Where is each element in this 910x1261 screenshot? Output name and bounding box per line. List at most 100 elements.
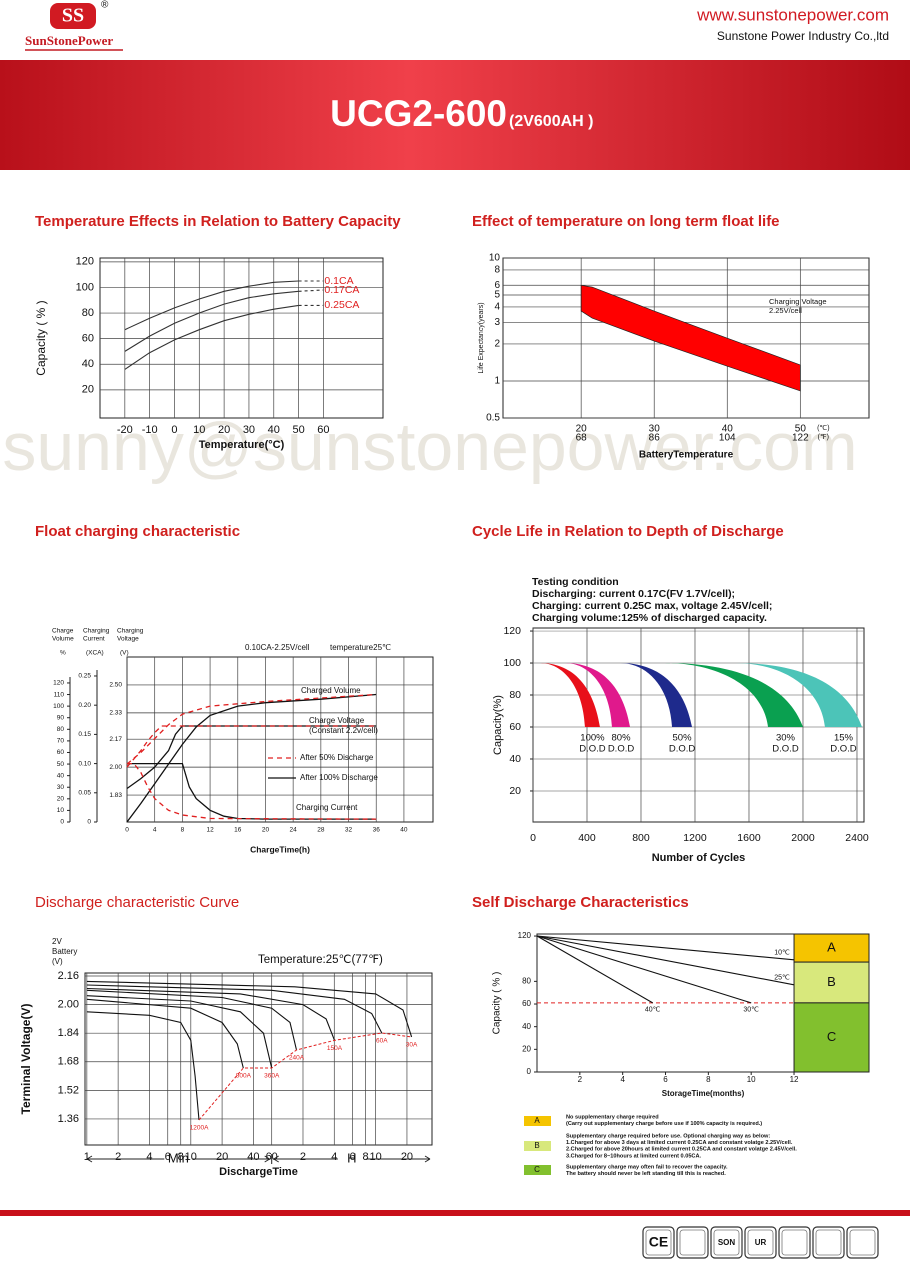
url: www.sunstonepower.com bbox=[696, 5, 889, 24]
chart-note: Discharging: current 0.17C(FV 1.7V/cell)… bbox=[532, 588, 735, 600]
y-heading: Current bbox=[83, 636, 105, 643]
series-line bbox=[86, 1011, 200, 1121]
y-tick-label: 10 bbox=[489, 253, 501, 264]
x-tick-label: 10 bbox=[185, 1151, 197, 1163]
chart-note: Charging volume:125% of discharged capac… bbox=[532, 612, 767, 624]
cert-icon-inner bbox=[645, 1229, 672, 1256]
series-label: 30℃ bbox=[743, 1007, 759, 1014]
series-label-dod: D.O.D bbox=[608, 744, 635, 755]
y-tick-label: 2.33 bbox=[109, 710, 122, 717]
y-tick-label: 40 bbox=[82, 358, 94, 370]
x-tick-label-f: 122 bbox=[792, 433, 809, 444]
series-line bbox=[86, 987, 336, 1041]
rule bbox=[273, 1158, 279, 1163]
cert-icon bbox=[642, 1226, 675, 1259]
y-tick-label: 2 bbox=[494, 339, 500, 350]
y-tick-label: 0 bbox=[527, 1067, 532, 1076]
cert-label: CE bbox=[649, 1234, 668, 1250]
chart-note: Charging Voltage bbox=[769, 297, 827, 306]
x-tick-label: 20 bbox=[401, 1151, 413, 1163]
cert-icon bbox=[676, 1226, 709, 1259]
y-tick-label: 1.68 bbox=[58, 1056, 79, 1068]
chart-title: Discharge characteristic Curve bbox=[35, 894, 239, 911]
x-tick-label: 10 bbox=[193, 424, 205, 436]
chart-title: Float charging characteristic bbox=[35, 523, 240, 540]
x-tick-label: 4 bbox=[146, 1151, 152, 1163]
y-tick-label: 110 bbox=[54, 691, 65, 698]
x-tick-label: 800 bbox=[632, 832, 650, 844]
chart-title: Self Discharge Characteristics bbox=[472, 894, 689, 911]
x-tick-label: 4 bbox=[620, 1075, 625, 1084]
chart-note: Temperature:25℃(77℉) bbox=[258, 954, 383, 966]
rule bbox=[86, 1158, 93, 1163]
registered: ® bbox=[101, 0, 109, 11]
y-axis-label: Capacity ( % ) bbox=[492, 972, 503, 1035]
y-heading: Voltage bbox=[117, 636, 139, 643]
y-unit: (V) bbox=[120, 650, 129, 657]
x-axis-label: Number of Cycles bbox=[652, 852, 746, 864]
x-axis-label: StorageTime(months) bbox=[662, 1089, 745, 1098]
key-swatch bbox=[524, 1165, 551, 1175]
key-text: Supplementary charge may often fail to r… bbox=[566, 1164, 728, 1170]
series-label: 60A bbox=[376, 1038, 388, 1045]
x-tick-label: 20 bbox=[262, 827, 270, 834]
y-tick-label: 40 bbox=[57, 772, 65, 779]
y-tick-label: 30 bbox=[57, 784, 65, 791]
cert-icon bbox=[846, 1226, 879, 1259]
cert-icon-inner bbox=[815, 1229, 842, 1256]
series-line bbox=[536, 935, 653, 1004]
series-line bbox=[127, 762, 377, 820]
series-label: 50% bbox=[673, 733, 693, 744]
chart-note: Charging: current 0.25C max, voltage 2.4… bbox=[532, 600, 772, 612]
y-tick-label: 1.84 bbox=[58, 1027, 79, 1039]
watermark: sunny@sunstonepower.com bbox=[2, 409, 857, 485]
x-tick-label: 6 bbox=[350, 1151, 356, 1163]
key-text: The battery should never be left standin… bbox=[566, 1171, 726, 1177]
series-line bbox=[536, 935, 752, 1004]
y-tick-label: 100 bbox=[53, 703, 64, 710]
y-heading: Charging bbox=[83, 628, 110, 635]
x-tick-label: 12 bbox=[790, 1075, 799, 1084]
key-text: Supplementary charge required before use… bbox=[566, 1133, 770, 1139]
y-unit: % bbox=[60, 650, 66, 657]
y-tick-label: 80 bbox=[82, 307, 94, 319]
series-label: 10℃ bbox=[774, 950, 790, 957]
series-label: 25℃ bbox=[774, 975, 790, 982]
y-tick-label: 0.05 bbox=[78, 790, 91, 797]
key-swatch bbox=[524, 1116, 551, 1126]
x-tick-label: 32 bbox=[345, 827, 353, 834]
dod-band bbox=[564, 663, 631, 727]
series-label: 0.17CA bbox=[324, 284, 359, 296]
chart-note: (Constant 2.2v/cell) bbox=[309, 726, 378, 735]
y-tick-label: 0.15 bbox=[78, 731, 91, 738]
x-axis-label: DischargeTime bbox=[219, 1166, 298, 1178]
y-tick-label: 2.50 bbox=[109, 682, 122, 689]
x-tick-label: 6 bbox=[663, 1075, 668, 1084]
y-tick-label: 6 bbox=[494, 280, 500, 291]
series-label: 100% bbox=[580, 733, 605, 744]
cert-icon-inner bbox=[713, 1229, 740, 1256]
series-label: 15% bbox=[834, 733, 854, 744]
y-tick-label: 100 bbox=[76, 281, 94, 293]
footer-rule bbox=[0, 1210, 910, 1216]
series-line bbox=[536, 935, 795, 961]
banner bbox=[0, 60, 910, 170]
y-tick-label: 60 bbox=[509, 721, 521, 733]
chart-note: 0.10CA-2.25V/cell bbox=[245, 643, 310, 652]
series-label-dod: D.O.D bbox=[579, 744, 606, 755]
series-label-dod: D.O.D bbox=[830, 744, 857, 755]
y-heading: (V) bbox=[52, 957, 63, 966]
series-label: 40℃ bbox=[645, 1007, 661, 1014]
cert-icon-inner bbox=[781, 1229, 808, 1256]
rule bbox=[273, 1155, 279, 1160]
header: SS ® SunStonePower www.sunstonepower.com… bbox=[25, 0, 889, 51]
key-text: 3.Charged for 8~10hours at limited curre… bbox=[566, 1153, 702, 1159]
plot-frame bbox=[532, 627, 865, 823]
y-tick-label: 60 bbox=[57, 749, 65, 756]
y-tick-label: 2.16 bbox=[58, 970, 79, 982]
life-band bbox=[580, 284, 801, 392]
x-tick-label: 8 bbox=[181, 827, 185, 834]
rule bbox=[424, 1155, 431, 1160]
series-label: 30A bbox=[406, 1042, 418, 1049]
